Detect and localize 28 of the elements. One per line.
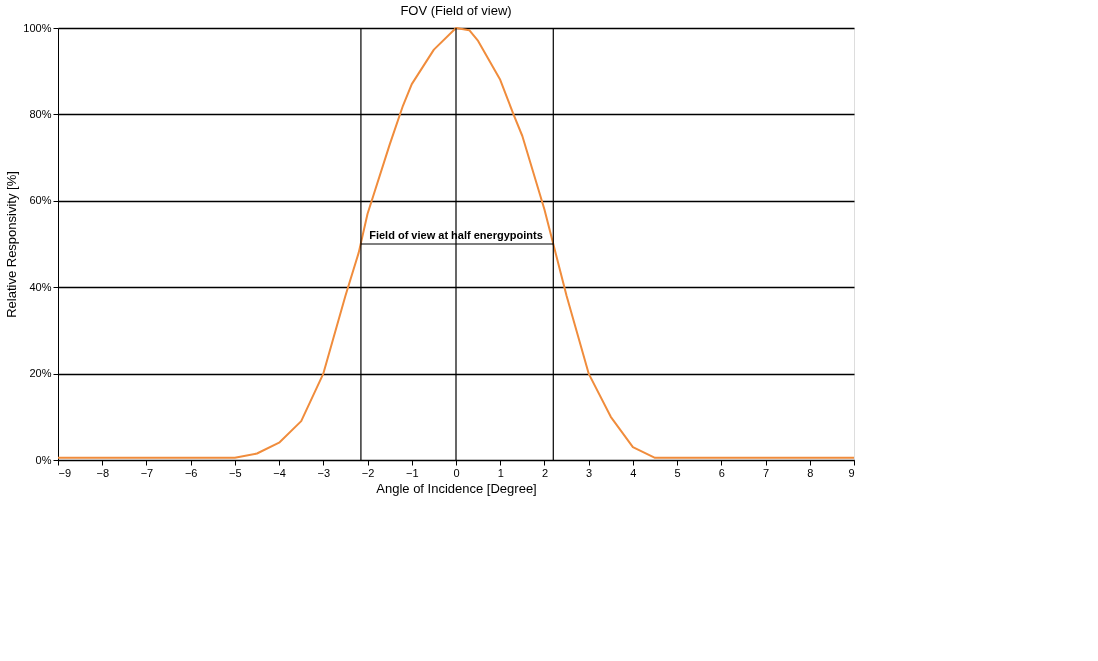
x-tick-label: −4 (273, 466, 286, 479)
x-tick-label: −9 (58, 466, 72, 479)
x-tick-label: −2 (361, 466, 375, 479)
x-tick-label: 4 (630, 466, 637, 479)
x-tick-label: 9 (848, 466, 855, 479)
x-tick-label: −1 (406, 466, 419, 479)
y-tick-label: 20% (29, 367, 52, 380)
y-axis-title: Relative Responsivity [%] (4, 171, 20, 318)
x-axis-title: Angle of Incidence [Degree] (376, 480, 537, 496)
y-tick-label: 60% (29, 194, 52, 207)
y-tick-label: 0% (35, 453, 52, 466)
x-tick-label: 2 (541, 466, 549, 479)
x-tick-label: 1 (497, 466, 504, 479)
y-tick-label: 40% (29, 280, 52, 293)
x-tick-label: −5 (229, 466, 242, 479)
x-tick-label: −7 (140, 466, 154, 479)
x-tick-label: 6 (718, 466, 725, 479)
x-tick-label: 3 (586, 466, 593, 479)
x-tick-label: 0 (453, 466, 460, 479)
y-tick-label: 80% (29, 107, 52, 120)
x-tick-label: −6 (184, 466, 198, 479)
y-tick-label: 100% (23, 21, 52, 34)
x-tick-label: −8 (96, 466, 109, 479)
x-tick-label: 7 (762, 466, 770, 479)
chart-title: FOV (Field of view) (400, 3, 512, 18)
x-tick-label: 8 (807, 466, 814, 479)
x-tick-label: −3 (317, 466, 331, 479)
x-tick-label: 5 (674, 466, 681, 479)
